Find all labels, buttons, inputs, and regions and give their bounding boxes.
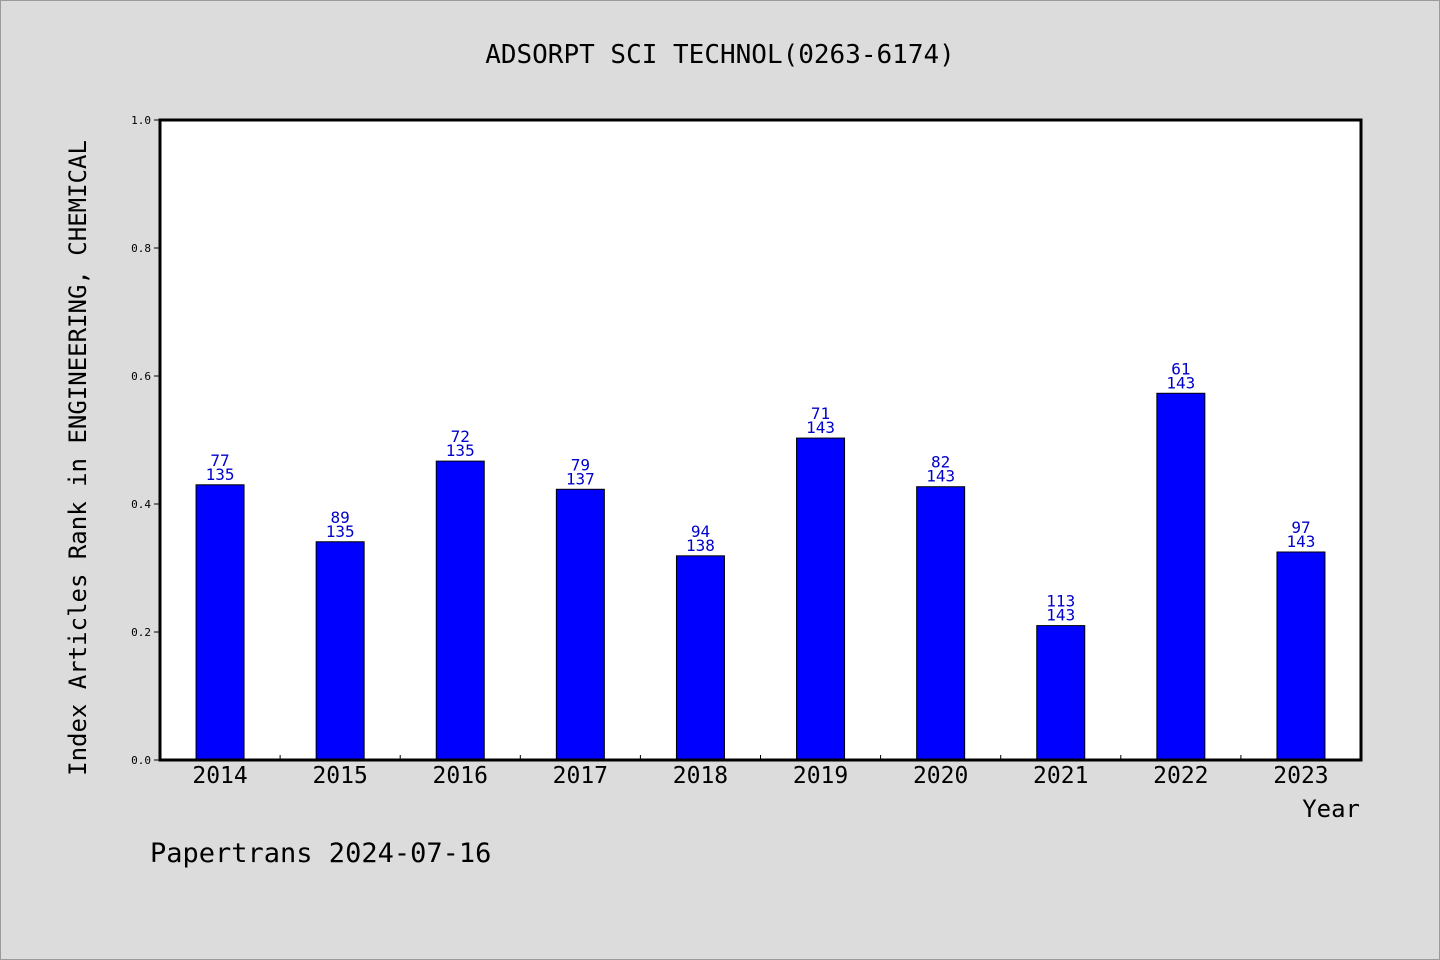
x-tick-label: 2014 (192, 763, 247, 789)
bar-rank-label: 72 (451, 427, 470, 446)
x-tick-label: 2016 (433, 763, 488, 789)
bars (195, 392, 1326, 761)
bar-total-label: 138 (686, 536, 715, 555)
bar-2015 (315, 541, 365, 761)
bar-total-label: 143 (1286, 532, 1315, 551)
x-tick-label: 2015 (312, 763, 367, 789)
bar-rank-label: 89 (331, 508, 350, 527)
plot-border (158, 118, 1363, 762)
bar-2020 (916, 486, 966, 761)
bar-total-label: 135 (446, 441, 475, 460)
bar-total-label: 137 (566, 469, 595, 488)
bar-rank-label: 94 (691, 522, 710, 541)
bar-total-label: 143 (1166, 373, 1195, 392)
bar-2018 (675, 555, 725, 761)
y-tick-label: 0.6 (131, 370, 151, 383)
bar-rank-label: 77 (210, 451, 229, 470)
bar-total-label: 135 (206, 465, 235, 484)
bar-total-label: 135 (326, 522, 355, 541)
axis-ticks: 2014 2015 2016 2017 2018 2019 2020 2021 2022 2023… (131, 114, 1329, 789)
y-tick-label: 0.0 (131, 754, 151, 767)
bar-2021 (1036, 625, 1086, 761)
y-tick-label: 0.2 (131, 626, 151, 639)
y-tick-label: 1.0 (131, 114, 151, 127)
bar-total-label: 143 (1046, 606, 1075, 625)
bar-total-label: 143 (926, 467, 955, 486)
bar-2019 (796, 437, 846, 761)
bar-2016 (435, 460, 485, 761)
bar-total-label: 143 (806, 418, 835, 437)
y-tick-label: 0.8 (131, 242, 151, 255)
x-tick-label: 2023 (1273, 763, 1328, 789)
bar-labels: 7713589135721357913794138711438214311314… (206, 359, 1316, 624)
x-tick-label: 2018 (673, 763, 728, 789)
x-axis-label: Year (1302, 795, 1360, 823)
bar-rank-label: 79 (571, 455, 590, 474)
x-tick-label: 2019 (793, 763, 848, 789)
bar-rank-label: 82 (931, 453, 950, 472)
bar-2017 (555, 488, 605, 761)
bar-2014 (195, 484, 245, 761)
y-tick-label: 0.4 (131, 498, 151, 511)
bar-rank-label: 97 (1291, 518, 1310, 537)
bar-2023 (1276, 551, 1326, 761)
bar-2022 (1156, 392, 1206, 761)
x-tick-label: 2022 (1153, 763, 1208, 789)
x-tick-label: 2020 (913, 763, 968, 789)
bar-rank-label: 71 (811, 404, 830, 423)
y-axis-label: Index Articles Rank in ENGINEERING, CHEM… (64, 140, 92, 776)
bar-rank-label: 61 (1171, 359, 1190, 378)
chart-title: ADSORPT SCI TECHNOL(0263-6174) (485, 40, 955, 70)
footer-credit: Papertrans 2024-07-16 (150, 838, 491, 869)
x-tick-label: 2021 (1033, 763, 1088, 789)
bar-rank-label: 113 (1046, 592, 1075, 611)
x-tick-label: 2017 (553, 763, 608, 789)
